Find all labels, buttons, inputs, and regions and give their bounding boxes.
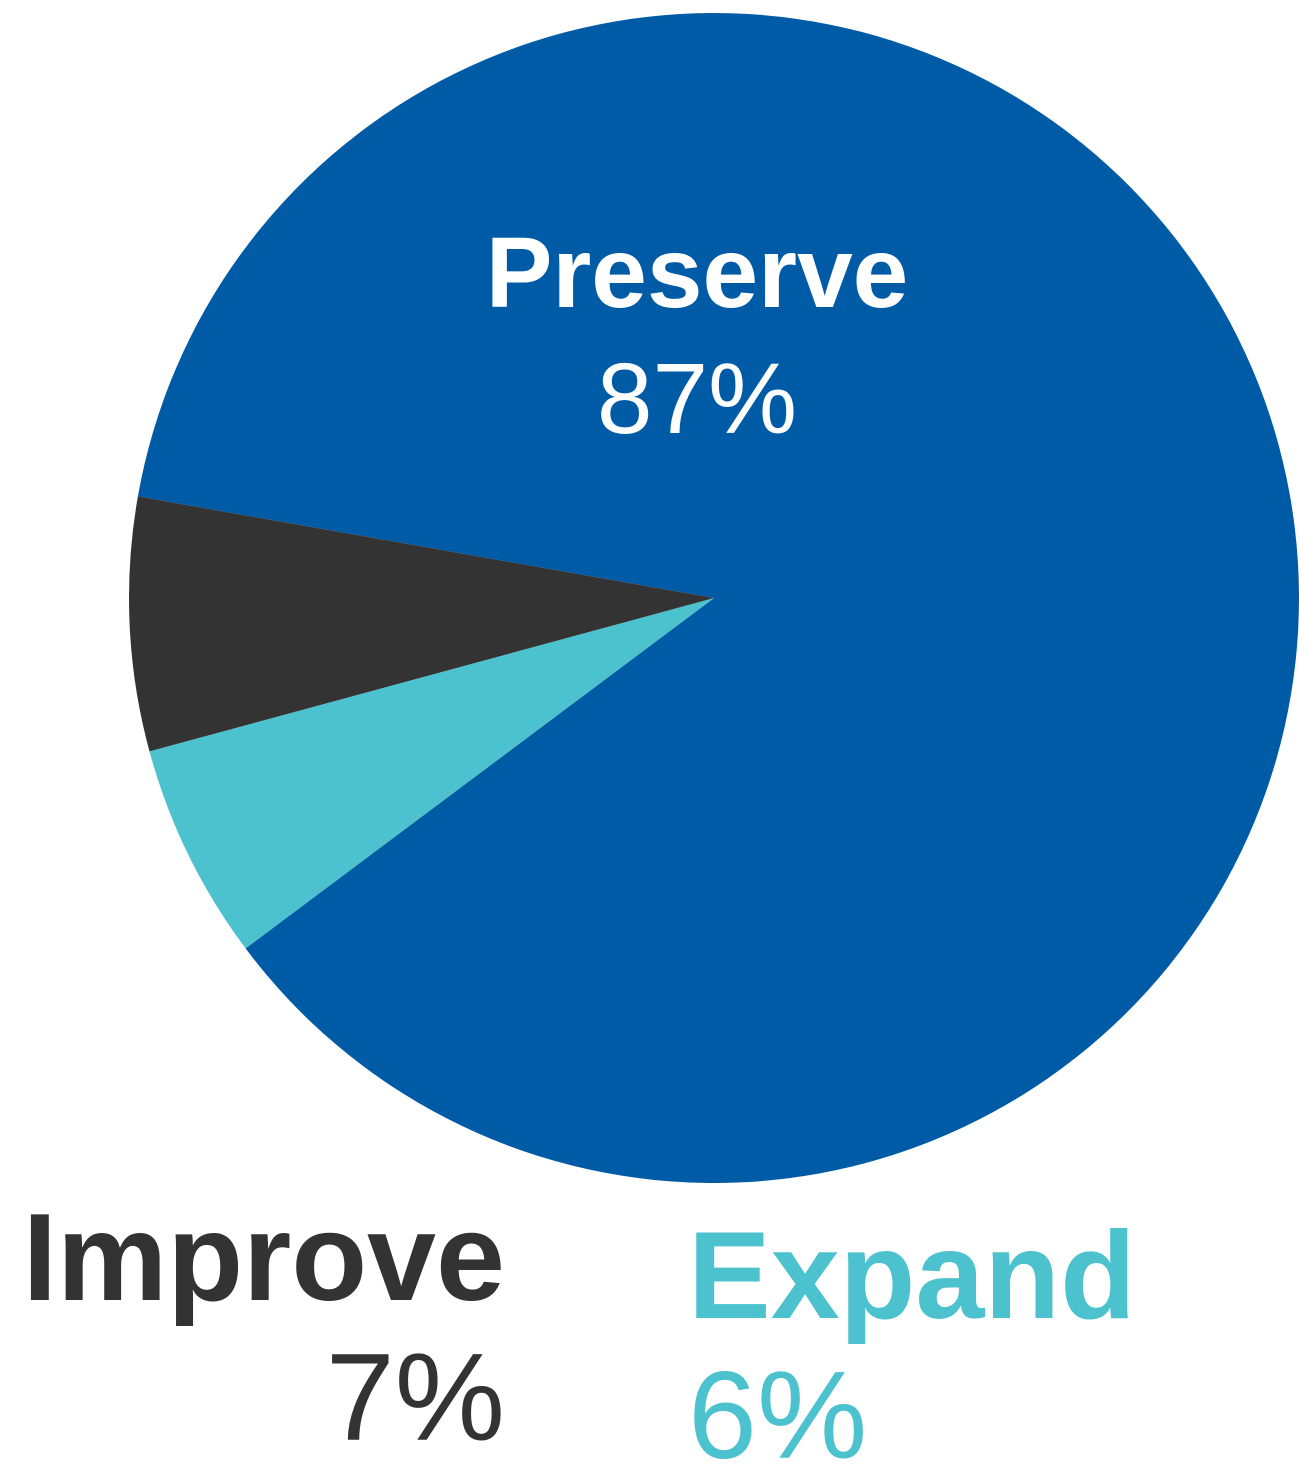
slice-label-improve-name: Improve	[23, 1189, 505, 1327]
pie-slice-improve	[129, 496, 714, 752]
pie-slice-preserve	[137, 13, 1299, 1184]
slice-label-expand-name: Expand	[688, 1207, 1136, 1345]
slice-label-improve-value: 7%	[326, 1329, 505, 1467]
pie-slices	[129, 13, 1299, 1184]
pie-slice-expand	[149, 598, 715, 949]
slice-label-preserve-value: 87%	[597, 343, 797, 455]
slice-label-preserve-name: Preserve	[486, 217, 909, 329]
slice-label-expand-value: 6%	[688, 1347, 867, 1470]
